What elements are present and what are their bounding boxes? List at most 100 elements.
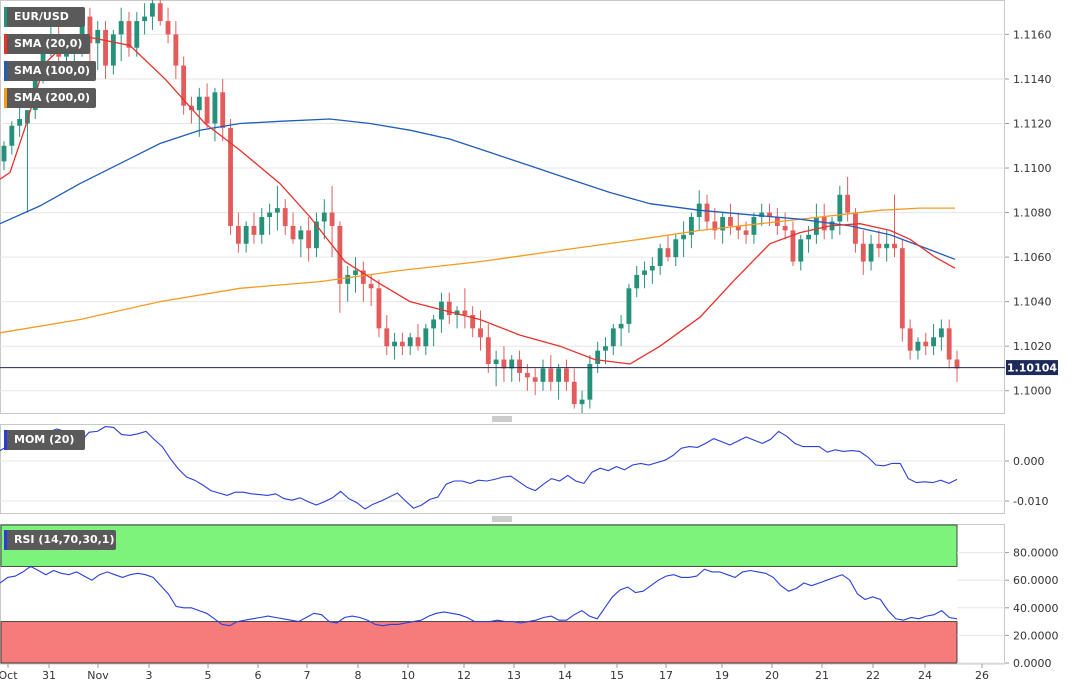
candlestick	[915, 337, 921, 360]
candle-body	[329, 212, 335, 226]
candlestick	[360, 261, 366, 302]
candle-body	[853, 212, 858, 244]
candlestick	[228, 119, 233, 235]
candlestick	[431, 315, 437, 347]
x-tick-label: 24	[918, 669, 932, 682]
candle-body	[384, 328, 390, 347]
candle-body	[415, 337, 421, 347]
legend-pair[interactable]: EUR/USD	[4, 7, 85, 27]
sma200-line	[0, 207, 955, 334]
candlestick	[821, 203, 827, 240]
candle-body	[915, 341, 921, 351]
candle-body	[314, 221, 319, 249]
candlestick	[946, 319, 952, 369]
candle-body	[454, 310, 460, 316]
candlestick	[173, 21, 179, 79]
candlestick	[181, 56, 187, 115]
candlestick	[688, 212, 694, 249]
pane-splitter-handle[interactable]	[492, 516, 512, 522]
x-tick-label: 15	[610, 669, 624, 682]
candlestick	[493, 350, 499, 387]
candle-body	[782, 225, 788, 231]
mom-y-tick-label: -0.010	[1013, 495, 1048, 508]
legend-sma100[interactable]: SMA (100,0)	[4, 61, 96, 81]
candle-body	[142, 16, 148, 22]
candlestick	[860, 230, 866, 275]
candlestick	[251, 212, 257, 244]
legend-sma20-label: SMA (20,0)	[14, 37, 83, 50]
candlestick	[564, 359, 569, 391]
candlestick	[571, 368, 577, 409]
legend-sma200[interactable]: SMA (200,0)	[4, 88, 96, 108]
candlestick	[751, 212, 757, 244]
candle-body	[564, 368, 569, 382]
rsi-line	[0, 565, 958, 627]
candlestick	[118, 7, 124, 62]
candlestick	[868, 234, 874, 271]
candle-body	[595, 350, 601, 365]
candle-body	[87, 16, 93, 44]
candlestick	[587, 355, 593, 409]
main-y-tick-label: 1.1080	[1013, 207, 1052, 220]
main-y-tick-label: 1.1120	[1013, 117, 1052, 130]
candle-body	[938, 328, 944, 338]
candlestick	[673, 234, 679, 267]
candlestick	[649, 257, 655, 284]
candlestick	[665, 234, 671, 262]
candle-body	[720, 217, 726, 231]
candle-body	[868, 243, 874, 262]
candle-body	[876, 243, 882, 249]
candle-body	[728, 217, 733, 226]
candlestick	[782, 212, 788, 240]
candlestick	[392, 332, 397, 360]
candle-body	[181, 65, 187, 106]
candlestick	[235, 212, 241, 253]
candle-body	[931, 337, 936, 347]
candlestick	[642, 261, 647, 289]
candle-body	[860, 243, 866, 262]
candle-body	[267, 212, 273, 218]
main-y-axis: 1.1000 1.1020 1.1040 1.1060 1.1080 1.1100 1.11…	[1005, 28, 1052, 398]
candlestick	[298, 225, 304, 258]
rsi-y-tick-label: 80.0000	[1013, 547, 1059, 560]
candle-body	[649, 266, 655, 271]
candle-body	[79, 16, 85, 44]
candlestick	[376, 279, 382, 338]
candle-body	[485, 337, 491, 365]
candle-body	[212, 92, 218, 124]
candle-body	[790, 230, 796, 262]
pane-splitter-handle[interactable]	[492, 416, 512, 422]
rsi-bands	[0, 524, 958, 664]
candle-body	[95, 29, 101, 44]
legend-sma200-swatch	[4, 88, 7, 108]
legend-sma20[interactable]: SMA (20,0)	[4, 34, 90, 54]
candle-body	[204, 96, 210, 124]
candlestick	[142, 3, 148, 35]
candle-body	[118, 21, 124, 35]
rsi-y-tick-label: 40.0000	[1013, 602, 1059, 615]
candlestick	[618, 315, 624, 347]
candle-body	[196, 96, 202, 111]
x-tick-label: 6	[255, 669, 262, 682]
main-y-tick-label: 1.1000	[1013, 385, 1052, 398]
candle-body	[681, 234, 687, 240]
rsi-y-tick-label: 60.0000	[1013, 574, 1059, 587]
candlestick	[110, 29, 116, 75]
legend-mom[interactable]: MOM (20)	[4, 430, 85, 450]
candle-body	[501, 359, 507, 369]
candle-body	[712, 221, 718, 231]
legend-sma100-label: SMA (100,0)	[14, 64, 91, 77]
candle-body	[478, 328, 483, 338]
rsi-oversold-zone	[0, 621, 958, 664]
candle-body	[446, 301, 452, 316]
x-tick-label: 14	[558, 669, 572, 682]
candlestick	[657, 243, 663, 275]
legend-rsi[interactable]: RSI (14,70,30,1)	[4, 530, 116, 550]
sma100-line	[0, 118, 956, 260]
candlestick	[603, 337, 608, 365]
legend-mom-swatch	[4, 430, 7, 450]
candle-body	[298, 230, 304, 240]
candle-body	[954, 359, 960, 369]
candle-body	[673, 239, 679, 258]
candlestick	[204, 83, 210, 128]
